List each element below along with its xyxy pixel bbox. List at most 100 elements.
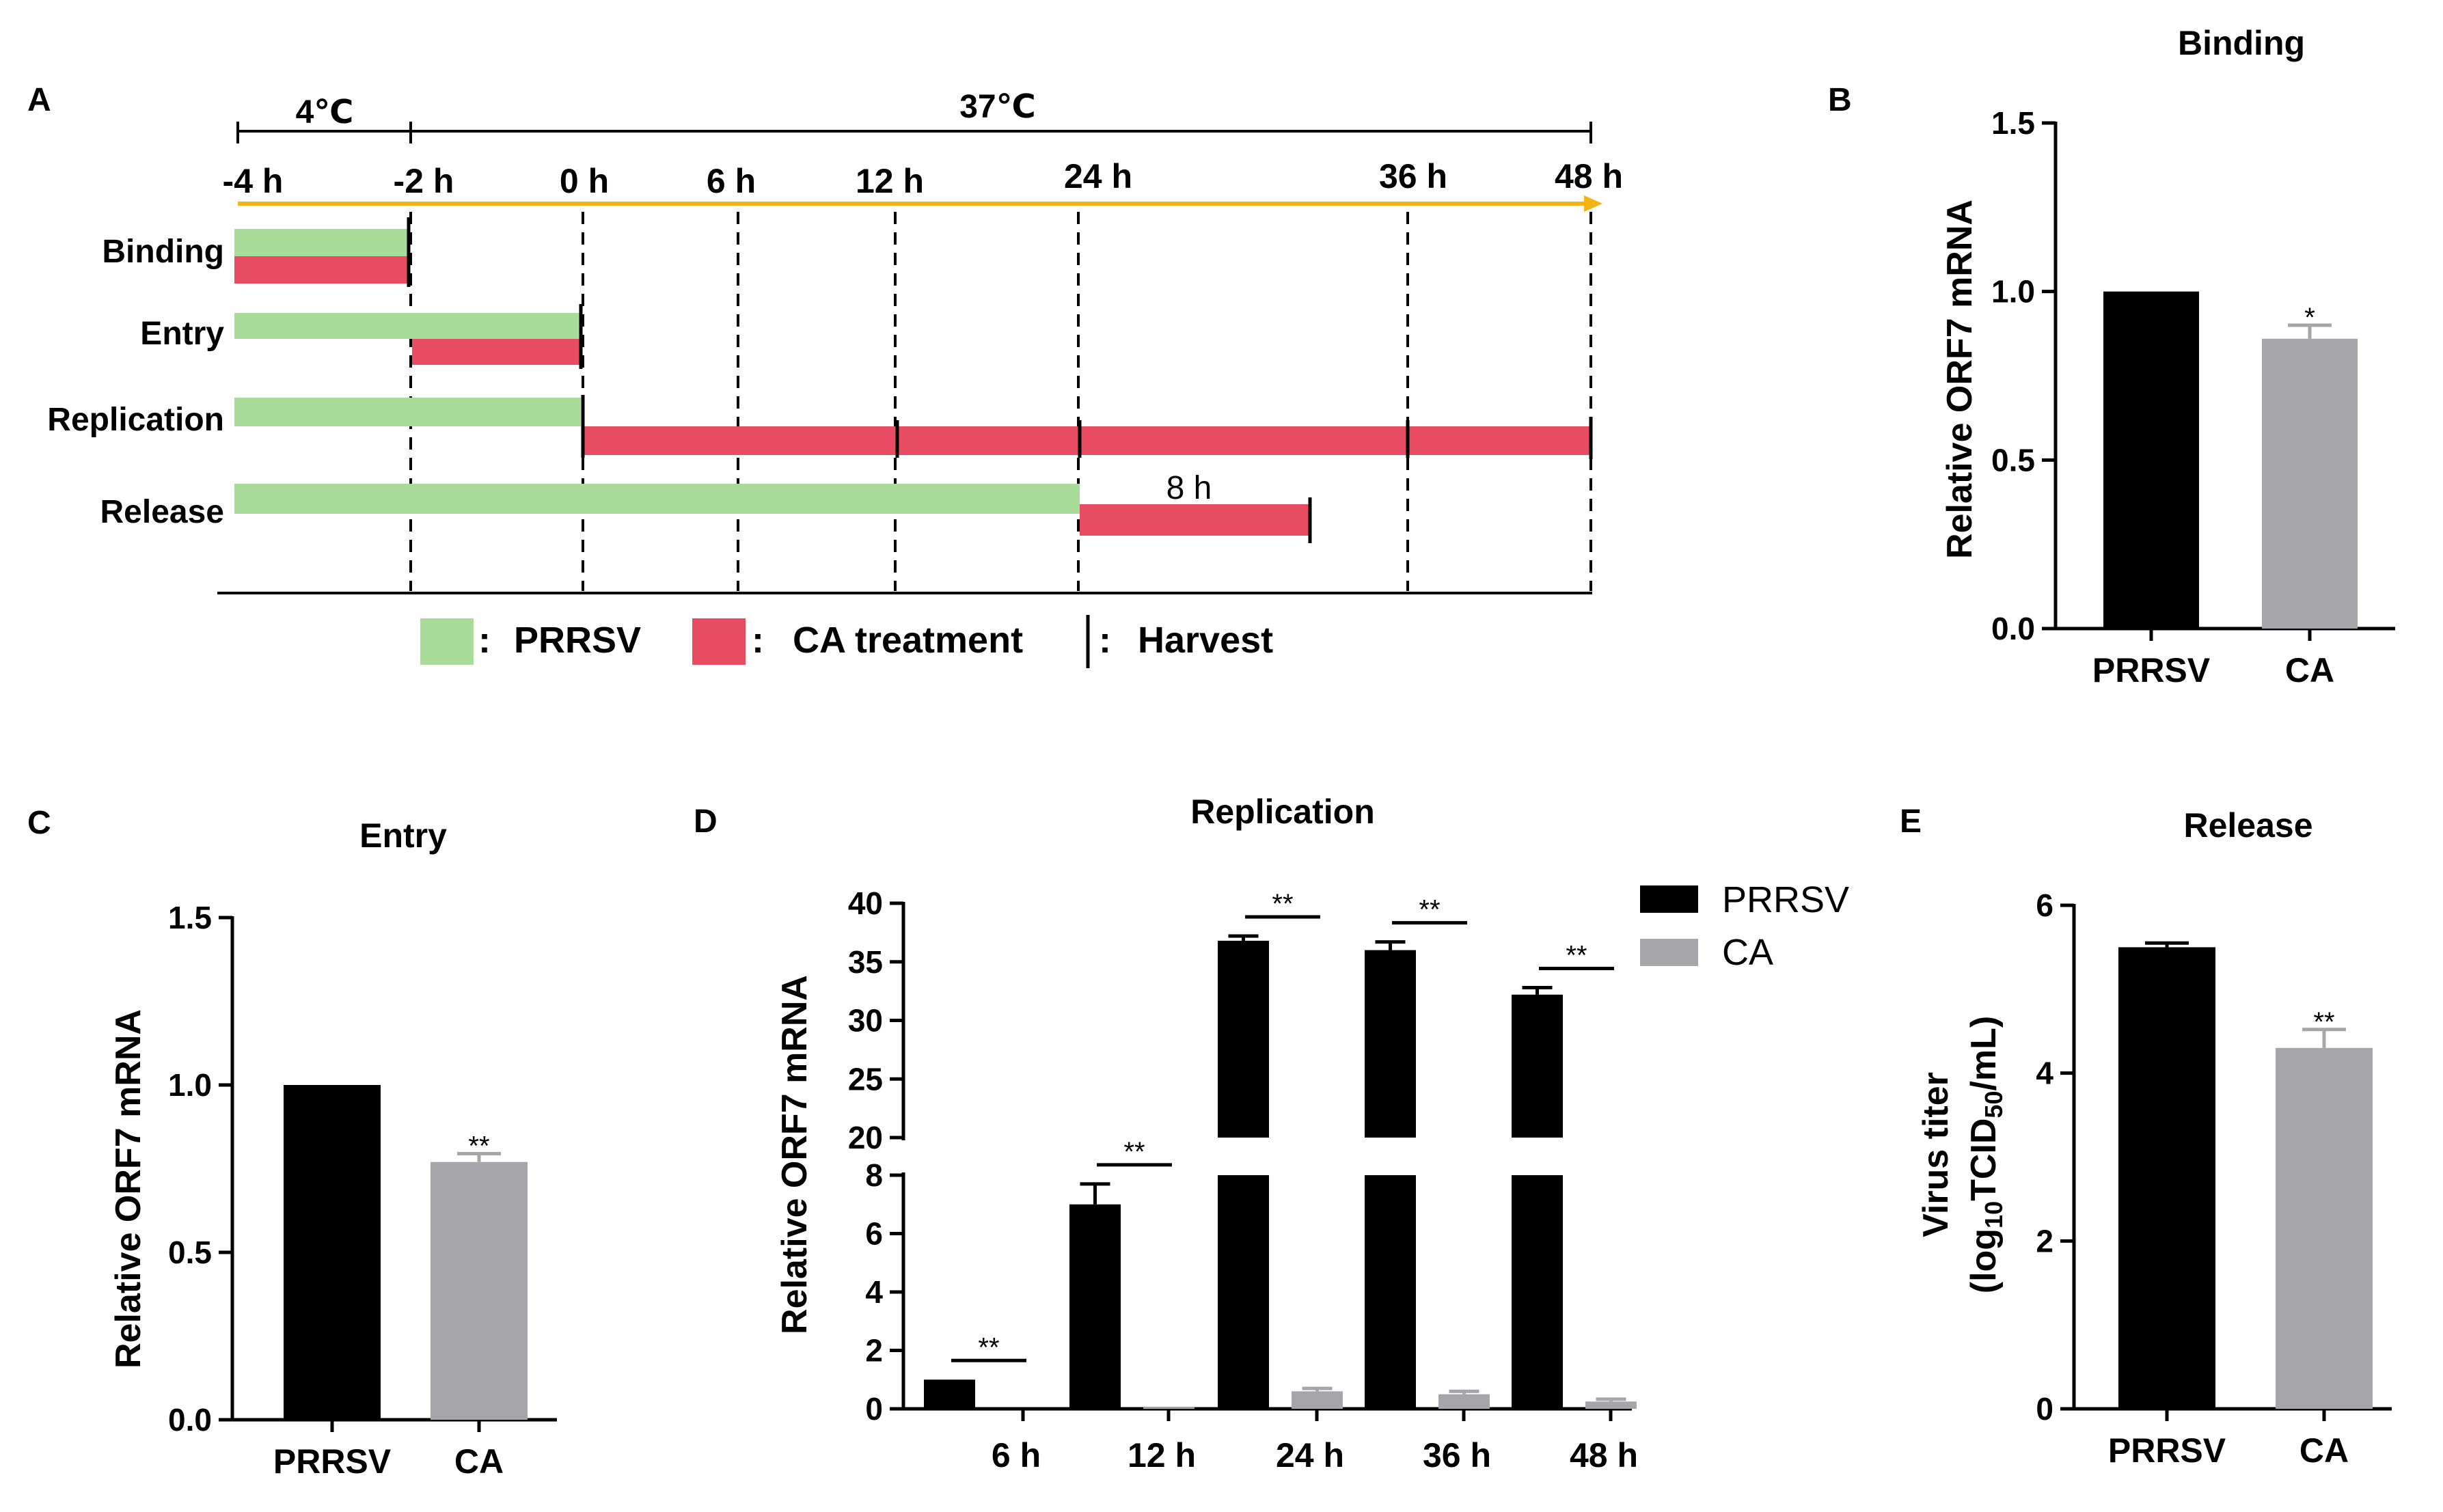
bar-lower-prrsv-36h — [1365, 1175, 1416, 1409]
y-tick-label: 0.5 — [168, 1235, 212, 1270]
time-label-minus2: -2 h — [394, 162, 454, 200]
temp-cold-label: 4℃ — [296, 94, 354, 130]
legend-treatment-label: CA treatment — [793, 620, 1023, 661]
chart-d-ylabel: Relative ORF7 mRNA — [775, 975, 815, 1334]
y-tick-label: 0.0 — [168, 1402, 212, 1438]
ylabel-sub-10: 10 — [1980, 1201, 2008, 1228]
chart-c-title: Entry — [359, 816, 447, 855]
x-tick-label: PRRSV — [273, 1442, 392, 1481]
panel-c-letter: C — [27, 805, 51, 841]
y-tick-label: 0.0 — [1991, 611, 2035, 646]
significance-marker: ** — [1123, 1137, 1145, 1167]
significance-marker: * — [2304, 303, 2315, 333]
x-tick-label: 6 h — [992, 1436, 1041, 1474]
chart-b-bars: * — [2103, 291, 2358, 629]
y-tick-label-upper: 20 — [848, 1120, 883, 1155]
bar-ca — [2262, 338, 2358, 629]
y-tick-label: 0.5 — [1991, 442, 2035, 478]
legend-ca-swatch — [1640, 939, 1698, 966]
y-tick-label-lower: 2 — [865, 1333, 883, 1369]
legend-separator-3: : — [1099, 620, 1111, 661]
chart-c-ylabel: Relative ORF7 mRNA — [109, 1009, 148, 1369]
bar-ca-36h — [1438, 1394, 1490, 1409]
bar-prrsv — [284, 1085, 381, 1420]
bar-ca-48h — [1585, 1401, 1637, 1409]
y-tick-label-lower: 8 — [865, 1157, 883, 1193]
bar-prrsv — [2103, 291, 2199, 629]
temp-warm-label: 37℃ — [959, 89, 1036, 125]
binding-treatment-bar — [234, 256, 409, 284]
ylabel-middle: TCID — [1964, 1118, 2004, 1201]
significance-marker: ** — [1566, 940, 1587, 970]
bar-upper-prrsv-36h — [1365, 950, 1416, 1138]
ylabel-sub-50: 50 — [1980, 1091, 2008, 1118]
y-tick-label-lower: 6 — [865, 1216, 883, 1252]
time-label-minus4: -4 h — [223, 162, 284, 200]
significance-marker: ** — [468, 1131, 489, 1161]
y-tick-label-lower: 4 — [865, 1274, 883, 1310]
bar-upper-prrsv-24h — [1218, 940, 1269, 1138]
time-label-12: 12 h — [856, 162, 924, 200]
bar-ca-12h — [1143, 1407, 1195, 1409]
x-tick-label: CA — [2299, 1431, 2349, 1470]
y-tick-label: 2 — [2036, 1223, 2053, 1259]
chart-d-axes: 0 2 4 6 820 25 30 35 40 6 h 12 h 24 h 36 h 48 h — [848, 885, 1638, 1474]
y-tick-label-upper: 40 — [848, 885, 883, 921]
y-tick-label: 1.0 — [1991, 274, 2035, 310]
row-label-release: Release — [100, 494, 224, 530]
chart-b-ylabel: Relative ORF7 mRNA — [1940, 200, 1980, 559]
replication-treatment-bar — [584, 426, 1591, 455]
chart-e-ylabel-line2: (log10TCID50/mL) — [1964, 1016, 2008, 1293]
panel-d-letter: D — [694, 803, 718, 840]
y-tick-label-upper: 35 — [848, 944, 883, 980]
legend-virus-label: PRRSV — [514, 620, 641, 661]
chart-b-title: Binding — [2178, 24, 2305, 62]
panel-d-replication-chart: D Replication Relative ORF7 mRNA 0 2 4 6 820… — [694, 793, 1849, 1474]
legend-separator-2: : — [752, 620, 764, 661]
panel-a-legend: : PRRSV : CA treatment : Harvest — [420, 615, 1273, 668]
bar-prrsv — [2118, 947, 2215, 1409]
chart-d-bars: ** ** ** ** ** — [924, 889, 1637, 1409]
panel-a-letter: A — [27, 82, 51, 118]
significance-marker: ** — [1419, 895, 1440, 925]
row-label-entry: Entry — [140, 316, 224, 352]
timeline-arrow-head — [1584, 195, 1602, 212]
time-label-24: 24 h — [1064, 157, 1132, 195]
panel-a-timeline-diagram: A 4℃ 37℃ -4 h -2 h 0 h 6 h 12 h 24 h 36 … — [27, 82, 1623, 668]
row-label-binding: Binding — [102, 234, 224, 270]
dashed-guide-lines — [409, 212, 1592, 591]
y-tick-label: 1.5 — [1991, 105, 2035, 141]
bar-prrsv-12h — [1069, 1204, 1121, 1409]
chart-c-bars: ** — [284, 1085, 528, 1420]
x-tick-label: 24 h — [1276, 1436, 1344, 1474]
legend-ca-label: CA — [1722, 932, 1773, 973]
bar-upper-prrsv-48h — [1512, 994, 1563, 1138]
significance-marker: ** — [1272, 889, 1293, 919]
bar-ca — [431, 1162, 528, 1420]
chart-b-axes: 0.0 0.5 1.0 1.5 PRRSV CA — [1991, 105, 2395, 689]
x-tick-label: CA — [454, 1442, 504, 1481]
chart-e-title: Release — [2183, 806, 2312, 844]
legend-prrsv-label: PRRSV — [1722, 879, 1849, 920]
x-tick-label: 36 h — [1423, 1436, 1491, 1474]
y-tick-label-lower: 0 — [865, 1391, 883, 1427]
bar-ca — [2276, 1047, 2373, 1409]
y-tick-label: 4 — [2036, 1056, 2053, 1091]
y-tick-label: 0 — [2036, 1391, 2053, 1427]
chart-d-title: Replication — [1190, 793, 1374, 831]
release-duration-label: 8 h — [1166, 470, 1212, 506]
ylabel-prefix: (log — [1964, 1228, 2004, 1293]
binding-virus-bar — [234, 229, 409, 256]
time-label-0: 0 h — [560, 162, 609, 200]
entry-treatment-bar — [412, 339, 581, 365]
y-tick-label-upper: 30 — [848, 1003, 883, 1039]
legend-virus-swatch — [420, 618, 474, 665]
time-point-labels: -4 h -2 h 0 h 6 h 12 h 24 h 36 h 48 h — [223, 157, 1623, 200]
panel-e-letter: E — [1900, 803, 1922, 840]
panel-b-letter: B — [1828, 82, 1852, 118]
y-tick-label: 1.0 — [168, 1067, 212, 1103]
y-tick-label-upper: 25 — [848, 1061, 883, 1097]
release-treatment-bar — [1080, 504, 1309, 536]
legend-treatment-swatch — [692, 618, 746, 665]
